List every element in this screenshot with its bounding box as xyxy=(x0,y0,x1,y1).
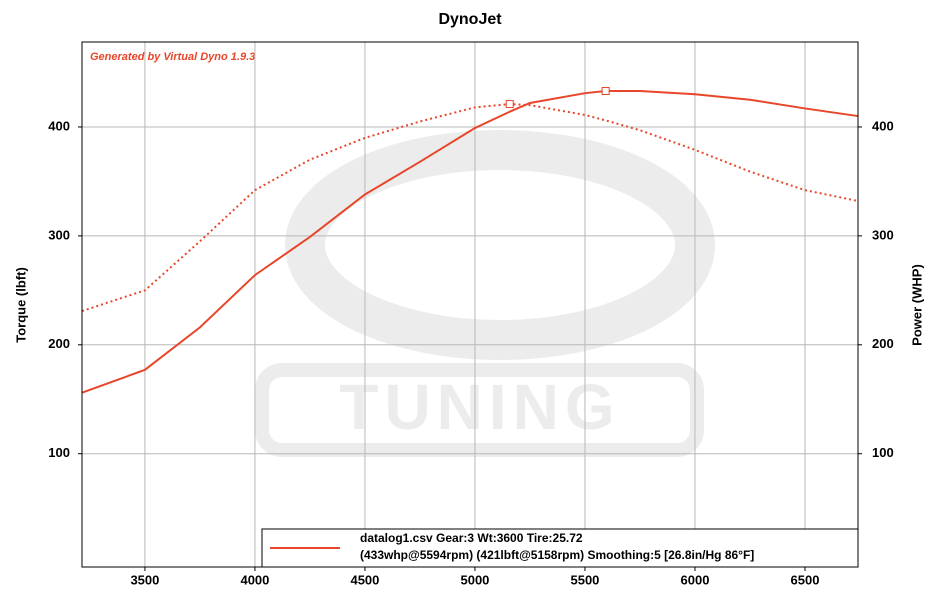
y-tick-label: 100 xyxy=(48,445,70,460)
x-tick-label: 4000 xyxy=(240,572,269,587)
y2-tick-label: 100 xyxy=(872,445,894,460)
plot-border xyxy=(81,41,859,568)
legend-text: datalog1.csv Gear:3 Wt:3600 Tire:25.72 xyxy=(360,531,583,545)
x-tick-label: 6000 xyxy=(681,572,710,587)
x-tick-label: 3500 xyxy=(130,572,159,587)
x-tick-label: 6500 xyxy=(791,572,820,587)
chart-title: DynoJet xyxy=(438,11,502,28)
x-tick-label: 4500 xyxy=(350,572,379,587)
legend xyxy=(261,528,859,568)
watermark-shape xyxy=(285,130,715,360)
series-line xyxy=(81,90,859,394)
y2-tick-label: 200 xyxy=(872,336,894,351)
annotation: Generated by Virtual Dyno 1.9.3 xyxy=(90,51,255,63)
y2-axis-label: Power (WHP) xyxy=(909,264,924,346)
plot: 3500 4000 4500 5000 5500 6000 6500 100 200 300 400… xyxy=(48,42,894,587)
peak-marker xyxy=(601,87,610,96)
y2-tick-label: 400 xyxy=(872,118,894,133)
x-tick-label: 5500 xyxy=(570,572,599,587)
watermark-box xyxy=(255,363,704,457)
y2-tick-label: 300 xyxy=(872,227,894,242)
y-tick-label: 200 xyxy=(48,336,70,351)
y-tick-label: 400 xyxy=(48,118,70,133)
peak-marker xyxy=(505,100,514,109)
y-axis-label: Torque (lbft) xyxy=(13,267,28,343)
x-tick-label: 5000 xyxy=(460,572,489,587)
watermark-text: TUNING xyxy=(339,371,620,443)
y-tick-label: 300 xyxy=(48,227,70,242)
legend-text: (433whp@5594rpm) (421lbft@5158rpm) Smoot… xyxy=(360,548,754,562)
